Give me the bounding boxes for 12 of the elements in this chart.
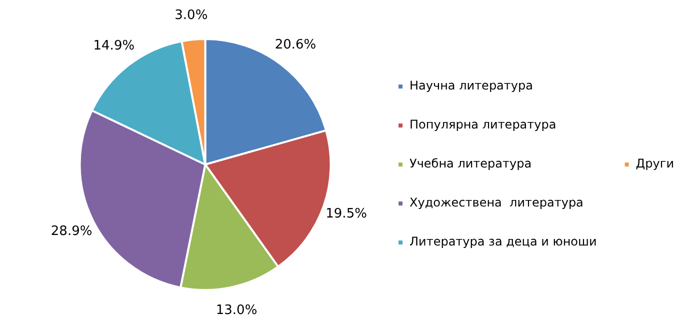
legend-label: Други: [636, 156, 674, 171]
legend-label: Популярна литература: [410, 118, 556, 132]
legend-label: Учебна литература: [410, 156, 532, 171]
legend-label: Литература за деца и юноши: [410, 234, 597, 249]
data-label: 3.0%: [174, 8, 208, 24]
data-label: 13.0%: [216, 303, 258, 318]
data-label: 20.6%: [274, 38, 316, 53]
data-label: 14.9%: [93, 38, 135, 54]
data-label: 19.5%: [326, 206, 367, 222]
data-label: 28.9%: [50, 224, 92, 239]
legend-label: Научна литература: [410, 78, 533, 93]
legend-label: Художествена литература: [410, 196, 584, 210]
